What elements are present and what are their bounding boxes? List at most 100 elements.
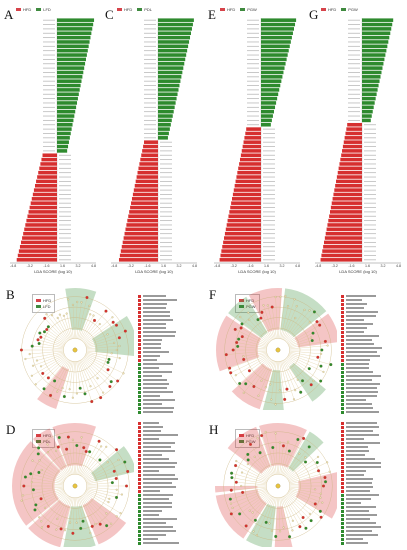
cladogram-branch — [84, 322, 114, 344]
taxon-legend-row — [341, 529, 381, 533]
cladogram-node — [316, 355, 320, 359]
cladogram-node — [310, 339, 314, 343]
taxon-label-placeholder — [364, 172, 376, 174]
taxon-legend-text-placeholder — [346, 542, 368, 544]
taxon-legend-swatch — [138, 350, 141, 354]
taxon-label-placeholder — [160, 246, 172, 248]
lda-bar-red — [326, 227, 362, 232]
taxon-legend-text-placeholder — [346, 478, 373, 480]
cladogram-branch — [25, 351, 64, 360]
taxon-legend-row — [138, 445, 179, 449]
cladogram-node — [110, 481, 114, 485]
cladogram-branch — [286, 357, 314, 382]
taxon-legend-row — [138, 449, 179, 453]
taxon-label-placeholder — [263, 133, 275, 134]
taxon-legend-row — [341, 354, 382, 358]
taxon-label-placeholder — [59, 185, 71, 187]
cladogram-branch — [57, 360, 71, 392]
taxon-label-placeholder — [263, 146, 275, 147]
cladogram-branch — [39, 493, 67, 518]
taxon-label-placeholder — [348, 37, 360, 39]
taxon-legend-swatch — [341, 433, 344, 437]
taxon-legend-row — [138, 306, 177, 310]
legend-label-group: PGW — [348, 7, 358, 12]
lda-bar-green — [158, 92, 178, 97]
cladogram-branch — [278, 497, 281, 532]
taxon-legend-text-placeholder — [346, 462, 381, 464]
cladogram-node — [257, 394, 260, 397]
taxon-legend-row — [341, 433, 381, 437]
taxon-legend-text-placeholder — [143, 407, 174, 409]
x-tick: -4.8 — [315, 264, 322, 268]
lda-bar-green — [362, 105, 374, 110]
cladogram-branch — [254, 456, 271, 477]
cladogram-node — [229, 488, 233, 492]
lda-bar-green — [362, 18, 394, 22]
taxon-label-placeholder — [59, 176, 71, 178]
cladogram-branch — [59, 437, 72, 475]
taxon-legend-swatch — [138, 306, 141, 310]
taxon-label-placeholder — [263, 202, 275, 204]
cladogram-node — [62, 314, 65, 317]
taxa-legend-list — [138, 421, 179, 545]
taxon-label-placeholder — [59, 255, 71, 256]
cladogram-branch — [242, 487, 267, 493]
cladogram-branch — [281, 299, 295, 340]
cladogram-branch — [236, 460, 268, 481]
lda-bar-green — [362, 118, 371, 123]
taxon-label-placeholder — [43, 106, 55, 108]
taxon-legend-text-placeholder — [346, 351, 377, 353]
lda-bar-red — [323, 244, 362, 249]
legend-label-hfd: HFD — [23, 7, 32, 12]
cladogram-node — [47, 451, 50, 454]
cladogram-node — [303, 308, 306, 311]
lda-bar-green — [261, 66, 285, 70]
taxon-label-placeholder — [364, 246, 376, 248]
taxon-legend-text-placeholder — [143, 387, 167, 389]
cladogram-node — [229, 502, 232, 505]
cladogram-node — [237, 337, 241, 341]
cladogram-node — [296, 437, 300, 441]
lda-bar-red — [131, 201, 158, 205]
legend-label-group: LFD — [43, 7, 51, 12]
taxon-label-placeholder — [43, 98, 55, 100]
taxon-legend-row — [138, 298, 177, 302]
lda-bar-red — [141, 153, 158, 158]
cladogram-node — [285, 387, 289, 391]
taxon-label-placeholder — [43, 32, 55, 34]
cladogram-node — [309, 336, 312, 339]
taxon-legend-row — [341, 437, 381, 441]
taxon-label-placeholder — [59, 167, 71, 169]
taxon-legend-swatch — [341, 533, 344, 537]
lda-bar-green — [261, 92, 279, 97]
taxon-legend-row — [138, 509, 179, 513]
taxon-legend-swatch — [341, 386, 344, 390]
cladogram-branch — [58, 446, 71, 476]
lda-bar-green — [57, 66, 85, 70]
taxon-legend-text-placeholder — [346, 438, 364, 440]
lda-bar-green — [57, 31, 92, 36]
lda-bar-green — [261, 122, 271, 127]
cladogram-node — [39, 497, 43, 501]
lda-bar-green — [362, 88, 378, 92]
cladogram-node — [56, 517, 59, 520]
taxon-label-placeholder — [160, 237, 172, 239]
taxon-label-placeholder — [263, 159, 275, 161]
taxonomy-ring — [223, 431, 333, 541]
cladogram-branch — [69, 497, 74, 523]
cladogram-branch — [283, 360, 301, 393]
taxon-label-placeholder — [144, 45, 156, 47]
taxon-label-placeholder — [364, 189, 376, 191]
cladogram-branch — [229, 353, 268, 369]
clade-sector-red — [37, 366, 69, 410]
cladogram-node — [259, 316, 263, 320]
cladogram-node — [89, 385, 92, 388]
clade-sector-red — [215, 489, 267, 539]
taxon-legend-row — [138, 493, 179, 497]
cladogram-branch — [75, 497, 77, 523]
taxon-label-placeholder — [144, 93, 156, 95]
cladogram-branch — [85, 490, 109, 503]
taxon-label-placeholder — [364, 159, 376, 161]
cladogram-branch — [271, 497, 277, 531]
legend-entry: HFD — [36, 298, 51, 303]
